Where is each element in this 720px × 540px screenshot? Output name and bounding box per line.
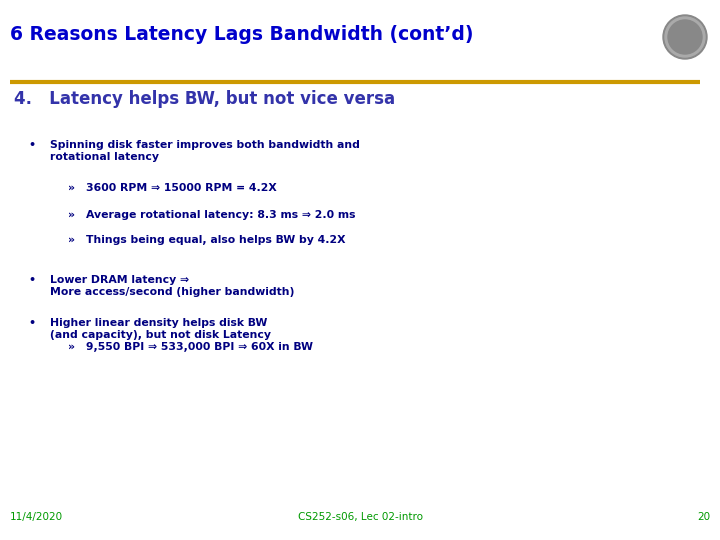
Text: CS252-s06, Lec 02-intro: CS252-s06, Lec 02-intro [297, 512, 423, 522]
Text: »: » [68, 183, 75, 193]
Text: •: • [28, 140, 35, 150]
Text: 20: 20 [697, 512, 710, 522]
Circle shape [665, 17, 705, 57]
Text: »: » [68, 342, 75, 352]
Text: 11/4/2020: 11/4/2020 [10, 512, 63, 522]
Text: 6 Reasons Latency Lags Bandwidth (cont’d): 6 Reasons Latency Lags Bandwidth (cont’d… [10, 25, 474, 44]
Text: Spinning disk faster improves both bandwidth and
rotational latency: Spinning disk faster improves both bandw… [50, 140, 360, 161]
Circle shape [663, 15, 707, 59]
Text: »: » [68, 210, 75, 220]
Text: »: » [68, 235, 75, 245]
Text: Average rotational latency: 8.3 ms ⇒ 2.0 ms: Average rotational latency: 8.3 ms ⇒ 2.0… [86, 210, 356, 220]
Text: Higher linear density helps disk BW
(and capacity), but not disk Latency: Higher linear density helps disk BW (and… [50, 318, 271, 340]
Text: •: • [28, 318, 35, 328]
Text: •: • [28, 275, 35, 285]
Text: 4.   Latency helps BW, but not vice versa: 4. Latency helps BW, but not vice versa [14, 90, 395, 108]
Circle shape [668, 20, 702, 54]
Text: Lower DRAM latency ⇒
More access/second (higher bandwidth): Lower DRAM latency ⇒ More access/second … [50, 275, 294, 296]
Text: Things being equal, also helps BW by 4.2X: Things being equal, also helps BW by 4.2… [86, 235, 346, 245]
Text: 3600 RPM ⇒ 15000 RPM = 4.2X: 3600 RPM ⇒ 15000 RPM = 4.2X [86, 183, 276, 193]
Text: 9,550 BPI ⇒ 533,000 BPI ⇒ 60X in BW: 9,550 BPI ⇒ 533,000 BPI ⇒ 60X in BW [86, 342, 313, 352]
